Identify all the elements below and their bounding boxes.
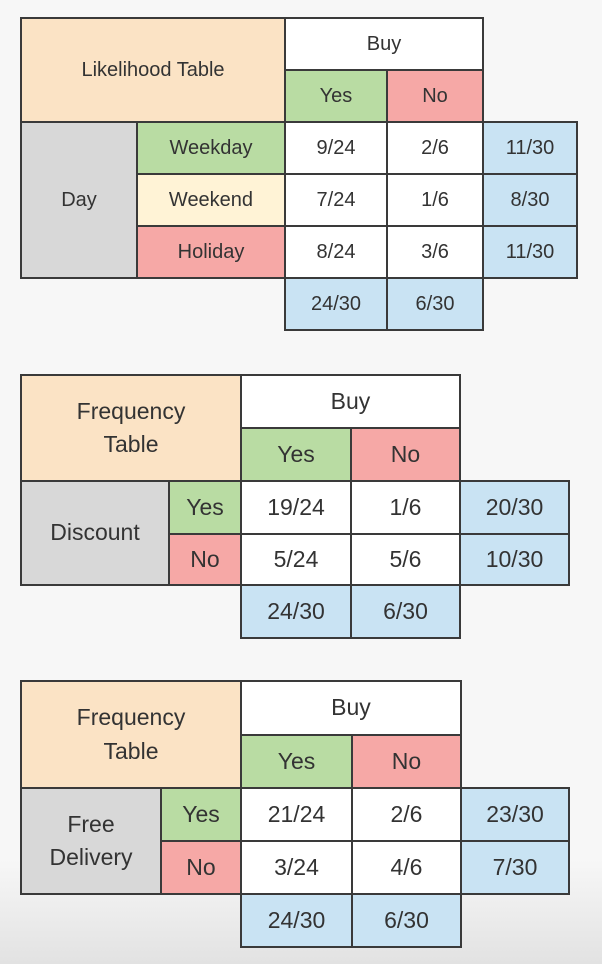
cell-value: 19/24 — [240, 480, 352, 535]
row-total: 10/30 — [459, 533, 570, 586]
column-group-header: Buy — [240, 680, 462, 736]
column-total-no: 6/30 — [350, 584, 461, 639]
cell-value: 4/6 — [351, 840, 462, 895]
cell-value: 1/6 — [386, 173, 484, 227]
row-label-weekday: Weekday — [136, 121, 286, 175]
row-total: 7/30 — [460, 840, 570, 895]
cell-value: 5/24 — [240, 533, 352, 586]
row-total: 20/30 — [459, 480, 570, 535]
cell-value: 2/6 — [351, 787, 462, 842]
row-total: 23/30 — [460, 787, 570, 842]
row-total: 11/30 — [482, 225, 578, 279]
row-label-yes: Yes — [160, 787, 242, 842]
cell-value: 7/24 — [284, 173, 388, 227]
row-label-weekend: Weekend — [136, 173, 286, 227]
table-title: Likelihood Table — [20, 17, 286, 123]
column-header-yes: Yes — [240, 427, 352, 482]
table-title-line: Table — [103, 431, 159, 457]
column-total-no: 6/30 — [351, 893, 462, 948]
column-header-no: No — [386, 69, 484, 123]
cell-value: 21/24 — [240, 787, 353, 842]
row-label-no: No — [160, 840, 242, 895]
cell-value: 2/6 — [386, 121, 484, 175]
cell-value: 9/24 — [284, 121, 388, 175]
table-title-line: Frequency — [76, 397, 186, 424]
column-header-yes: Yes — [284, 69, 388, 123]
column-header-no: No — [351, 734, 462, 789]
column-header-no: No — [350, 427, 461, 482]
table-title: Frequency Table — [20, 680, 242, 789]
row-group-header: Free Delivery — [20, 787, 162, 895]
row-group-line: Free — [67, 810, 115, 837]
column-total-yes: 24/30 — [240, 584, 352, 639]
cell-value: 8/24 — [284, 225, 388, 279]
cell-value: 1/6 — [350, 480, 461, 535]
column-total-yes: 24/30 — [240, 893, 353, 948]
column-total-yes: 24/30 — [284, 277, 388, 331]
row-total: 8/30 — [482, 173, 578, 227]
cell-value: 5/6 — [350, 533, 461, 586]
table-title-line: Frequency — [76, 704, 186, 731]
column-group-header: Buy — [284, 17, 484, 71]
column-header-yes: Yes — [240, 734, 353, 789]
cell-value: 3/6 — [386, 225, 484, 279]
table-title: Frequency Table — [20, 374, 242, 482]
row-group-header: Discount — [20, 480, 170, 586]
row-group-line: Delivery — [49, 844, 133, 870]
row-group-header: Day — [20, 121, 138, 279]
cell-value: 3/24 — [240, 840, 353, 895]
row-label-yes: Yes — [168, 480, 242, 535]
table-title-line: Table — [103, 737, 159, 764]
row-label-no: No — [168, 533, 242, 586]
column-group-header: Buy — [240, 374, 461, 429]
row-label-holiday: Holiday — [136, 225, 286, 279]
row-total: 11/30 — [482, 121, 578, 175]
column-total-no: 6/30 — [386, 277, 484, 331]
